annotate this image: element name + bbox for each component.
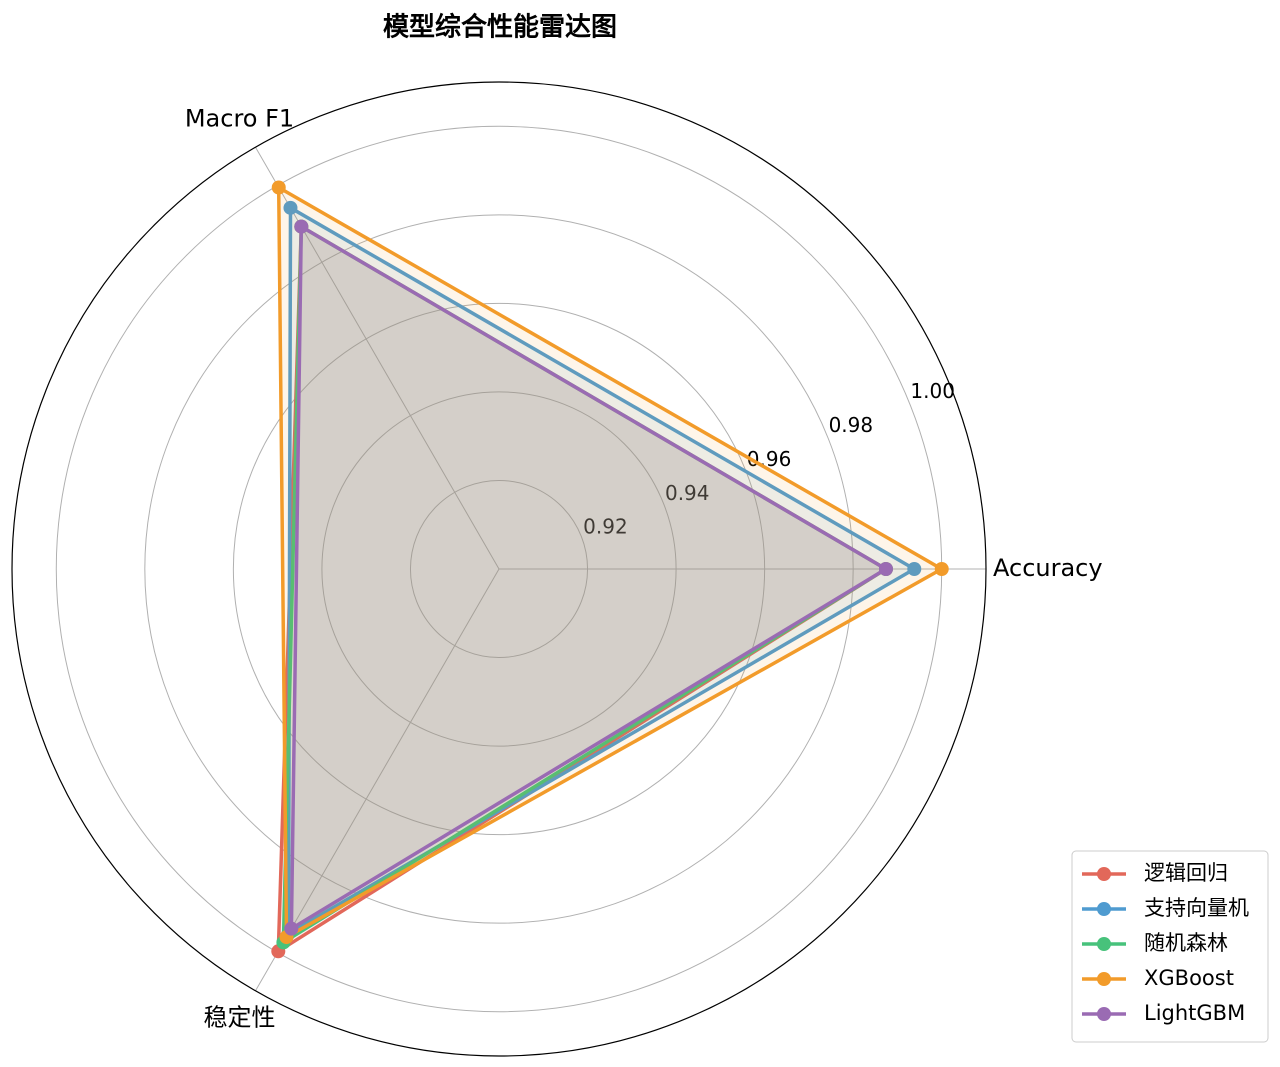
axis-label: 稳定性 (204, 1003, 276, 1031)
series-point (878, 562, 893, 576)
series-line (286, 206, 917, 936)
series-area (278, 187, 942, 938)
chart-title: 模型综合性能雷达图 (383, 12, 617, 43)
series-point (283, 200, 298, 215)
series-point (271, 180, 286, 195)
axis-label: Accuracy (993, 554, 1103, 582)
series-area (291, 226, 886, 929)
series-line (289, 224, 888, 931)
series-point (294, 219, 309, 234)
series-area (283, 226, 886, 943)
r-tick-label: 0.92 (583, 515, 628, 539)
legend-marker (1097, 937, 1111, 951)
r-tick-label: 0.96 (747, 447, 792, 471)
legend-label: 随机森林 (1144, 931, 1228, 955)
spoke (255, 568, 500, 992)
series-area (288, 207, 915, 934)
series-point (907, 562, 922, 576)
legend-marker (1097, 1007, 1111, 1021)
legend-marker (1097, 902, 1111, 916)
spoke (255, 146, 500, 570)
r-tick-label: 0.94 (665, 481, 710, 505)
legend-marker (1097, 867, 1111, 881)
legend-label: LightGBM (1144, 1001, 1245, 1025)
series-line (276, 185, 944, 939)
series-point (284, 921, 299, 936)
legend-label: XGBoost (1144, 966, 1234, 990)
r-tick-label: 0.98 (829, 413, 874, 437)
legend-label: 逻辑回归 (1144, 861, 1228, 885)
legend-label: 支持向量机 (1144, 896, 1249, 920)
legend-box (1071, 850, 1269, 1043)
outer-frame (11, 81, 987, 1057)
r-tick-label: 1.00 (910, 379, 955, 403)
series-point (934, 562, 949, 576)
axis-label: Macro F1 (185, 105, 294, 133)
series-area (278, 226, 886, 952)
legend-marker (1097, 972, 1111, 986)
